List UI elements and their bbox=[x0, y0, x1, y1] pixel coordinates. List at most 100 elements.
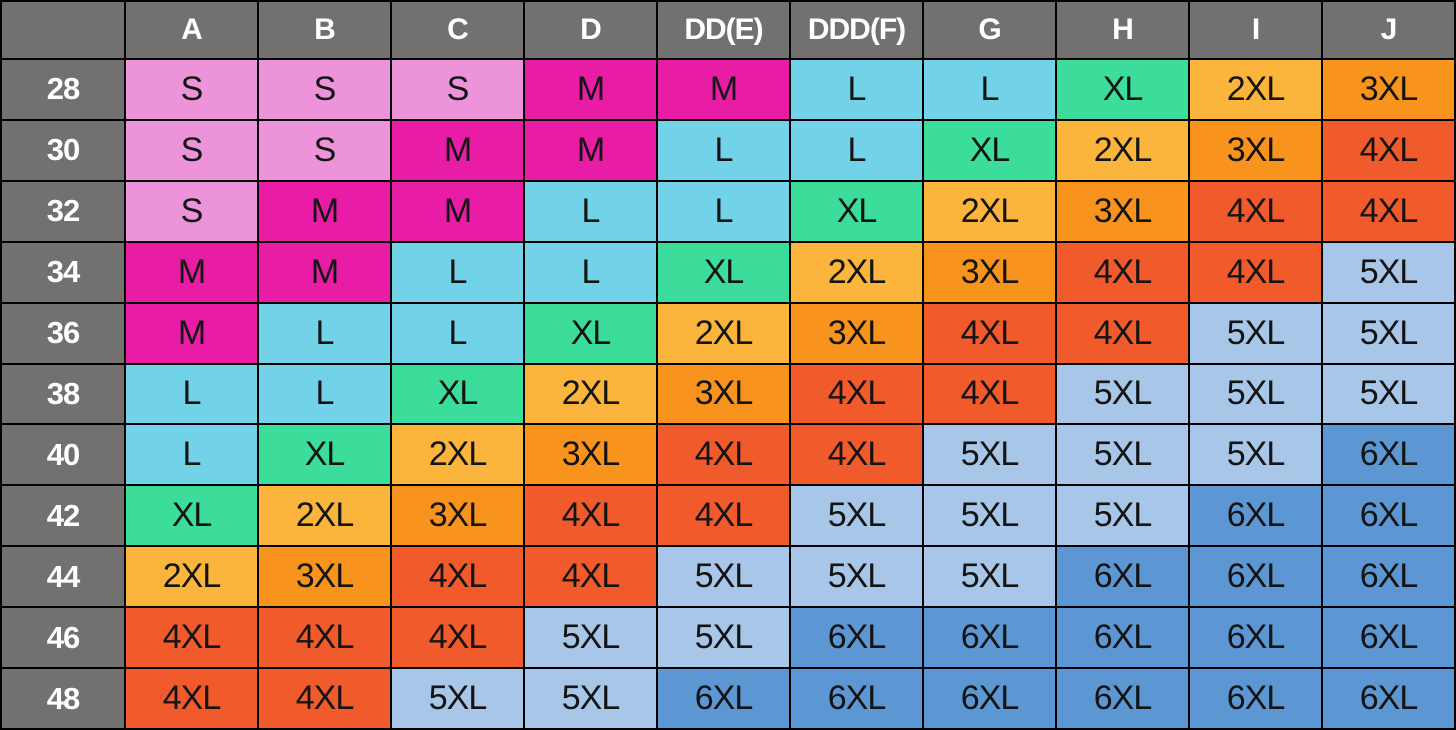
size-cell-30-H: 2XL bbox=[1057, 120, 1188, 180]
size-cell-30-DD(E): L bbox=[658, 120, 789, 180]
size-cell-42-J: 6XL bbox=[1323, 486, 1454, 546]
size-cell-48-D: 5XL bbox=[525, 669, 656, 728]
size-cell-28-DDD(F): L bbox=[791, 60, 922, 119]
size-cell-34-D: L bbox=[525, 242, 656, 302]
column-header-D: D bbox=[525, 2, 656, 58]
column-header-G: G bbox=[924, 2, 1055, 58]
size-cell-48-J: 6XL bbox=[1323, 669, 1454, 728]
column-header-J: J bbox=[1323, 2, 1454, 58]
column-header-DD(E): DD(E) bbox=[658, 2, 789, 58]
size-cell-34-B: M bbox=[259, 242, 390, 302]
size-cell-42-DD(E): 4XL bbox=[658, 486, 789, 546]
corner-cell bbox=[2, 2, 124, 58]
size-cell-28-H: XL bbox=[1057, 60, 1188, 119]
size-cell-28-I: 2XL bbox=[1190, 60, 1321, 119]
size-cell-28-DD(E): M bbox=[658, 60, 789, 119]
size-cell-32-A: S bbox=[126, 181, 257, 241]
size-cell-30-D: M bbox=[525, 120, 656, 180]
size-cell-40-C: 2XL bbox=[392, 425, 523, 485]
size-cell-38-D: 2XL bbox=[525, 364, 656, 424]
size-cell-36-I: 5XL bbox=[1190, 303, 1321, 363]
row-header-38: 38 bbox=[2, 364, 124, 424]
row-header-32: 32 bbox=[2, 181, 124, 241]
size-cell-48-DDD(F): 6XL bbox=[791, 669, 922, 728]
size-cell-44-C: 4XL bbox=[392, 547, 523, 607]
size-cell-36-C: L bbox=[392, 303, 523, 363]
size-cell-46-H: 6XL bbox=[1057, 608, 1188, 668]
size-cell-48-G: 6XL bbox=[924, 669, 1055, 728]
size-cell-40-A: L bbox=[126, 425, 257, 485]
size-cell-44-D: 4XL bbox=[525, 547, 656, 607]
size-cell-38-H: 5XL bbox=[1057, 364, 1188, 424]
size-cell-32-G: 2XL bbox=[924, 181, 1055, 241]
size-cell-40-G: 5XL bbox=[924, 425, 1055, 485]
size-cell-40-DDD(F): 4XL bbox=[791, 425, 922, 485]
size-cell-44-J: 6XL bbox=[1323, 547, 1454, 607]
size-cell-42-G: 5XL bbox=[924, 486, 1055, 546]
size-cell-28-A: S bbox=[126, 60, 257, 119]
row-header-48: 48 bbox=[2, 669, 124, 728]
size-cell-38-G: 4XL bbox=[924, 364, 1055, 424]
row-header-40: 40 bbox=[2, 425, 124, 485]
size-cell-46-I: 6XL bbox=[1190, 608, 1321, 668]
size-cell-44-B: 3XL bbox=[259, 547, 390, 607]
size-cell-46-J: 6XL bbox=[1323, 608, 1454, 668]
size-cell-44-A: 2XL bbox=[126, 547, 257, 607]
size-cell-42-C: 3XL bbox=[392, 486, 523, 546]
size-cell-38-J: 5XL bbox=[1323, 364, 1454, 424]
size-cell-42-I: 6XL bbox=[1190, 486, 1321, 546]
size-cell-44-G: 5XL bbox=[924, 547, 1055, 607]
size-cell-28-D: M bbox=[525, 60, 656, 119]
size-cell-44-DD(E): 5XL bbox=[658, 547, 789, 607]
size-cell-46-C: 4XL bbox=[392, 608, 523, 668]
size-cell-32-DD(E): L bbox=[658, 181, 789, 241]
size-cell-32-B: M bbox=[259, 181, 390, 241]
size-cell-40-DD(E): 4XL bbox=[658, 425, 789, 485]
row-header-42: 42 bbox=[2, 486, 124, 546]
size-cell-48-H: 6XL bbox=[1057, 669, 1188, 728]
size-cell-34-A: M bbox=[126, 242, 257, 302]
size-cell-36-B: L bbox=[259, 303, 390, 363]
size-cell-42-DDD(F): 5XL bbox=[791, 486, 922, 546]
size-cell-44-H: 6XL bbox=[1057, 547, 1188, 607]
row-header-28: 28 bbox=[2, 60, 124, 119]
column-header-H: H bbox=[1057, 2, 1188, 58]
size-cell-42-A: XL bbox=[126, 486, 257, 546]
size-cell-32-C: M bbox=[392, 181, 523, 241]
size-cell-46-B: 4XL bbox=[259, 608, 390, 668]
size-cell-32-J: 4XL bbox=[1323, 181, 1454, 241]
size-cell-34-DDD(F): 2XL bbox=[791, 242, 922, 302]
size-cell-38-A: L bbox=[126, 364, 257, 424]
size-cell-48-B: 4XL bbox=[259, 669, 390, 728]
column-header-A: A bbox=[126, 2, 257, 58]
size-cell-44-DDD(F): 5XL bbox=[791, 547, 922, 607]
row-header-44: 44 bbox=[2, 547, 124, 607]
size-cell-34-H: 4XL bbox=[1057, 242, 1188, 302]
row-header-36: 36 bbox=[2, 303, 124, 363]
row-header-34: 34 bbox=[2, 242, 124, 302]
size-cell-34-G: 3XL bbox=[924, 242, 1055, 302]
size-cell-28-G: L bbox=[924, 60, 1055, 119]
size-cell-38-B: L bbox=[259, 364, 390, 424]
size-cell-28-B: S bbox=[259, 60, 390, 119]
size-cell-34-I: 4XL bbox=[1190, 242, 1321, 302]
size-cell-30-J: 4XL bbox=[1323, 120, 1454, 180]
column-header-B: B bbox=[259, 2, 390, 58]
size-cell-30-A: S bbox=[126, 120, 257, 180]
size-cell-34-J: 5XL bbox=[1323, 242, 1454, 302]
size-cell-48-I: 6XL bbox=[1190, 669, 1321, 728]
size-cell-40-J: 6XL bbox=[1323, 425, 1454, 485]
column-header-C: C bbox=[392, 2, 523, 58]
size-cell-32-H: 3XL bbox=[1057, 181, 1188, 241]
size-cell-36-D: XL bbox=[525, 303, 656, 363]
size-cell-36-J: 5XL bbox=[1323, 303, 1454, 363]
size-cell-36-A: M bbox=[126, 303, 257, 363]
size-cell-46-DDD(F): 6XL bbox=[791, 608, 922, 668]
size-cell-44-I: 6XL bbox=[1190, 547, 1321, 607]
size-cell-36-G: 4XL bbox=[924, 303, 1055, 363]
size-cell-28-J: 3XL bbox=[1323, 60, 1454, 119]
size-cell-30-DDD(F): L bbox=[791, 120, 922, 180]
size-cell-46-A: 4XL bbox=[126, 608, 257, 668]
size-cell-36-H: 4XL bbox=[1057, 303, 1188, 363]
